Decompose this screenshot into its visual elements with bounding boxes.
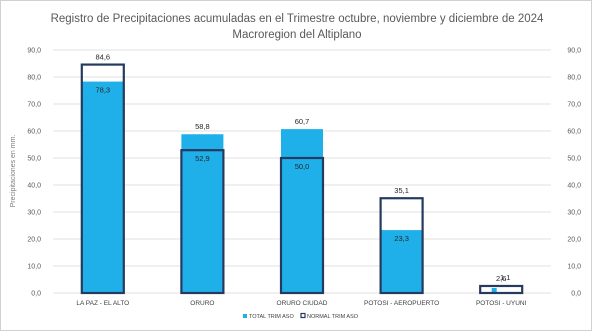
bars (80, 63, 524, 295)
bar-normal-trim-aso (479, 284, 524, 295)
x-tick-label: LA PAZ - EL ALTO (76, 300, 129, 307)
bar-normal-trim-aso (279, 156, 325, 295)
data-label: 84,6 (95, 53, 110, 62)
y-tick-label-right: 0,0 (571, 291, 581, 298)
x-tick-label: POTOSI - UYUNI (476, 300, 527, 307)
y-tick-label-right: 20,0 (567, 237, 581, 244)
y-tick-label-left: 70,0 (27, 102, 41, 109)
legend-marker-total (243, 314, 247, 318)
legend-label-normal: NORMAL TRIM ASO (307, 314, 359, 320)
data-label: 50,0 (295, 162, 310, 171)
y-tick-label-right: 10,0 (567, 264, 581, 271)
x-tick-label: ORURO (190, 300, 214, 307)
chart-subtitle: Macroregion del Altiplano (232, 29, 361, 41)
bar-total-trim-aso (380, 230, 423, 293)
bar-total-trim-aso (281, 129, 323, 293)
x-tick-label: POTOSI - AEROPUERTO (364, 300, 439, 307)
y-tick-label-left: 20,0 (27, 237, 41, 244)
data-label: 23,3 (394, 234, 409, 243)
data-labels: LA PAZ - EL ALTO 84,6 78,3 ORURO 58,8 52,9 ORU… (76, 53, 526, 307)
chart-title: Registro de Precipitaciones acumuladas e… (51, 13, 544, 25)
bar-normal-trim-aso (80, 63, 125, 295)
data-label: 2,6 (496, 274, 506, 283)
data-label: 78,3 (95, 86, 110, 95)
bar-normal-trim-aso (180, 149, 225, 295)
y-tick-label-right: 30,0 (567, 210, 581, 217)
x-tick-label: ORURO CIUDAD (277, 300, 328, 307)
legend-marker-normal (300, 312, 306, 319)
y-tick-label-right: 70,0 (567, 102, 581, 109)
bar-total-trim-aso (181, 134, 224, 293)
bar-normal-trim-aso (379, 197, 424, 295)
data-label: 1,1 (500, 273, 510, 282)
y-axis-label: Precipitaciones en mm. (10, 135, 17, 208)
y-tick-label-left: 60,0 (27, 129, 41, 136)
data-label: 52,9 (195, 154, 210, 163)
data-label: 60,7 (295, 117, 310, 126)
y-tick-label-right: 90,0 (567, 48, 581, 55)
y-tick-label-left: 0,0 (31, 291, 41, 298)
y-tick-label-right: 80,0 (567, 75, 581, 82)
y-tick-label-right: 50,0 (567, 156, 581, 163)
y-tick-label-right: 40,0 (567, 183, 581, 190)
bar-total-trim-aso (81, 81, 124, 293)
legend: TOTAL TRIM ASO NORMAL TRIM ASO (243, 312, 359, 320)
y-tick-label-left: 90,0 (27, 48, 41, 55)
bar-total-trim-aso (491, 288, 497, 293)
y-tick-label-left: 10,0 (27, 264, 41, 271)
legend-label-total: TOTAL TRIM ASO (249, 314, 294, 320)
data-label: 35,1 (394, 186, 409, 195)
y-tick-label-left: 50,0 (27, 156, 41, 163)
y-tick-label-left: 30,0 (27, 210, 41, 217)
y-tick-label-left: 80,0 (27, 75, 41, 82)
y-tick-label-left: 40,0 (27, 183, 41, 190)
data-label: 58,8 (195, 122, 210, 131)
y-tick-label-right: 60,0 (567, 129, 581, 136)
